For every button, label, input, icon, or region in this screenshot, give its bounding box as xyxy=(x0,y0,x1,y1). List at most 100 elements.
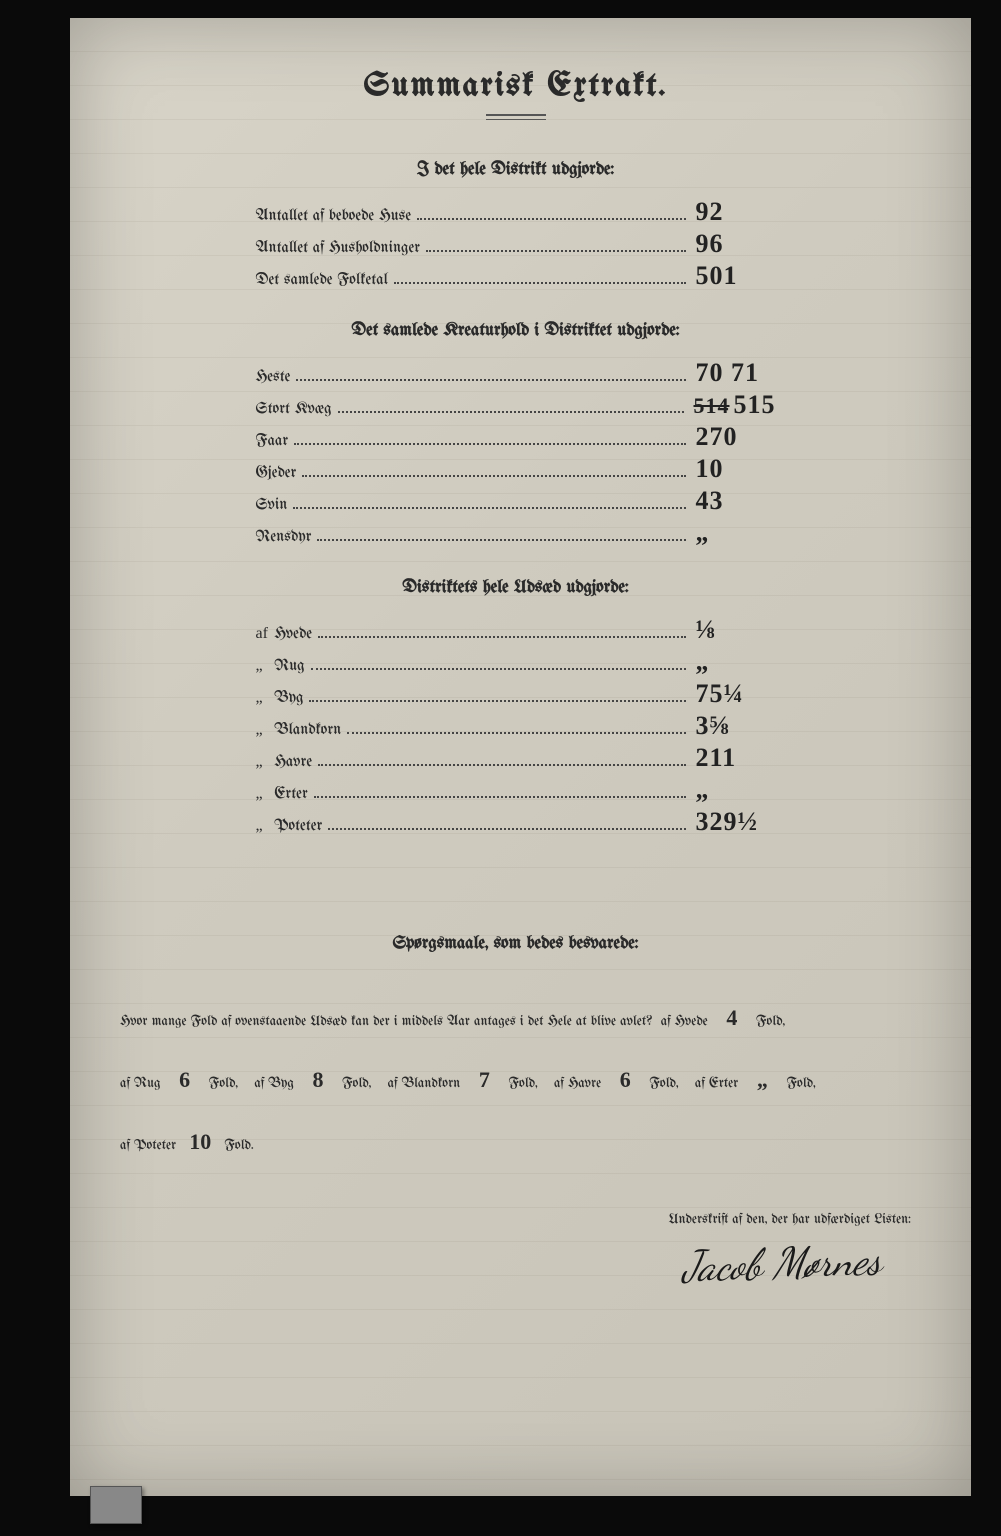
value: ⅛ xyxy=(696,615,776,645)
q-value: 10 xyxy=(180,1111,220,1173)
row-houses: Antallet af beboede Huse 92 xyxy=(256,197,776,229)
dot-leader xyxy=(417,207,685,220)
value: „ xyxy=(696,518,776,548)
signature-label: Underskrift af den, der har udfærdiget L… xyxy=(120,1212,911,1227)
value: 514515 xyxy=(694,390,776,420)
value: 501 xyxy=(696,261,776,291)
row-havre: „ Havre 211 xyxy=(256,743,776,775)
dot-leader xyxy=(426,239,685,252)
q-label: af Blandkorn xyxy=(388,1076,461,1091)
label: Stort Kvæg xyxy=(256,401,338,418)
q-unit: Fold, xyxy=(786,1076,815,1091)
q-value: 8 xyxy=(298,1049,338,1111)
label: Antallet af beboede Huse xyxy=(256,208,418,225)
questions-text: Hvor mange Fold af ovenstaaende Udsæd ka… xyxy=(120,987,911,1172)
dot-leader xyxy=(347,721,685,734)
section2-rows: Heste 70 71 Stort Kvæg 514515 Faar 270 G… xyxy=(256,358,776,550)
dot-leader xyxy=(338,400,684,413)
q-label: af Erter xyxy=(695,1076,738,1091)
label: Faar xyxy=(256,433,295,450)
label: Det samlede Folketal xyxy=(256,272,394,289)
q-label: af Hvede xyxy=(661,1014,708,1029)
label: Gjeder xyxy=(256,465,303,482)
label: Heste xyxy=(256,369,297,386)
section1-heading: I det hele Distrikt udgjorde: xyxy=(120,160,911,179)
title-divider xyxy=(486,114,546,120)
label: Rensdyr xyxy=(256,529,318,546)
row-households: Antallet af Husholdninger 96 xyxy=(256,229,776,261)
q-unit: Fold, xyxy=(342,1076,371,1091)
value: 3⅝ xyxy=(696,711,776,741)
label: Antallet af Husholdninger xyxy=(256,240,427,257)
row-blandkorn: „ Blandkorn 3⅝ xyxy=(256,711,776,743)
dot-leader xyxy=(394,271,686,284)
row-heste: Heste 70 71 xyxy=(256,358,776,390)
dot-leader xyxy=(317,528,685,541)
dot-leader xyxy=(302,464,685,477)
q-value: 6 xyxy=(165,1049,205,1111)
value: 43 xyxy=(696,486,776,516)
dot-leader xyxy=(314,785,686,798)
q-value: 7 xyxy=(464,1049,504,1111)
row-hvede: af Hvede ⅛ xyxy=(256,615,776,647)
page-tab-marker xyxy=(90,1486,142,1524)
dot-leader xyxy=(318,753,685,766)
dot-leader xyxy=(293,496,685,509)
value: 10 xyxy=(696,454,776,484)
section1-rows: Antallet af beboede Huse 92 Antallet af … xyxy=(256,197,776,293)
label: „ Havre xyxy=(256,753,319,771)
q-label: af Rug xyxy=(120,1076,161,1091)
value: 270 xyxy=(696,422,776,452)
row-kvaeg: Stort Kvæg 514515 xyxy=(256,390,776,422)
row-svin: Svin 43 xyxy=(256,486,776,518)
q-unit: Fold, xyxy=(209,1076,238,1091)
questions-intro: Hvor mange Fold af ovenstaaende Udsæd ka… xyxy=(120,1014,652,1029)
label: „ Byg xyxy=(256,689,310,707)
dot-leader xyxy=(318,625,686,638)
value: „ xyxy=(696,647,776,677)
row-erter: „ Erter „ xyxy=(256,775,776,807)
dot-leader xyxy=(296,368,685,381)
row-faar: Faar 270 xyxy=(256,422,776,454)
scan-frame: Summarisk Extrakt. I det hele Distrikt u… xyxy=(0,0,1001,1536)
q-value: „ xyxy=(742,1049,782,1111)
q-unit: Fold, xyxy=(649,1076,678,1091)
q-unit: Fold. xyxy=(224,1138,253,1153)
dot-leader xyxy=(294,432,685,445)
label: „ Poteter xyxy=(256,817,329,835)
questions-heading: Spørgsmaale, som bedes besvarede: xyxy=(120,919,911,969)
q-value: 6 xyxy=(605,1049,645,1111)
value: „ xyxy=(696,775,776,805)
row-byg: „ Byg 75¼ xyxy=(256,679,776,711)
dot-leader xyxy=(328,817,685,830)
questions-block: Spørgsmaale, som bedes besvarede: Hvor m… xyxy=(120,919,911,1172)
page-title: Summarisk Extrakt. xyxy=(120,68,911,104)
row-gjeder: Gjeder 10 xyxy=(256,454,776,486)
label: af Hvede xyxy=(256,625,319,643)
label: „ Erter xyxy=(256,785,314,803)
document-page: Summarisk Extrakt. I det hele Distrikt u… xyxy=(70,18,971,1496)
value: 75¼ xyxy=(696,679,776,709)
q-label: af Byg xyxy=(254,1076,294,1091)
signature-name: Jacob Mørnes xyxy=(681,1233,912,1292)
q-unit: Fold, xyxy=(508,1076,537,1091)
row-rug: „ Rug „ xyxy=(256,647,776,679)
signature-block: Underskrift af den, der har udfærdiget L… xyxy=(120,1212,911,1288)
section3-rows: af Hvede ⅛ „ Rug „ „ Byg 75¼ „ Blandkorn… xyxy=(256,615,776,839)
label: Svin xyxy=(256,497,294,514)
q-value: 4 xyxy=(712,987,752,1049)
value: 92 xyxy=(696,197,776,227)
value: 70 71 xyxy=(696,358,776,388)
q-label: af Havre xyxy=(554,1076,601,1091)
value: 329½ xyxy=(696,807,776,837)
value: 96 xyxy=(696,229,776,259)
row-population: Det samlede Folketal 501 xyxy=(256,261,776,293)
row-poteter: „ Poteter 329½ xyxy=(256,807,776,839)
dot-leader xyxy=(311,657,686,670)
q-label: af Poteter xyxy=(120,1138,176,1153)
label: „ Rug xyxy=(256,657,311,675)
q-unit: Fold, xyxy=(756,1014,785,1029)
label: „ Blandkorn xyxy=(256,721,348,739)
dot-leader xyxy=(309,689,685,702)
value: 211 xyxy=(696,743,776,773)
